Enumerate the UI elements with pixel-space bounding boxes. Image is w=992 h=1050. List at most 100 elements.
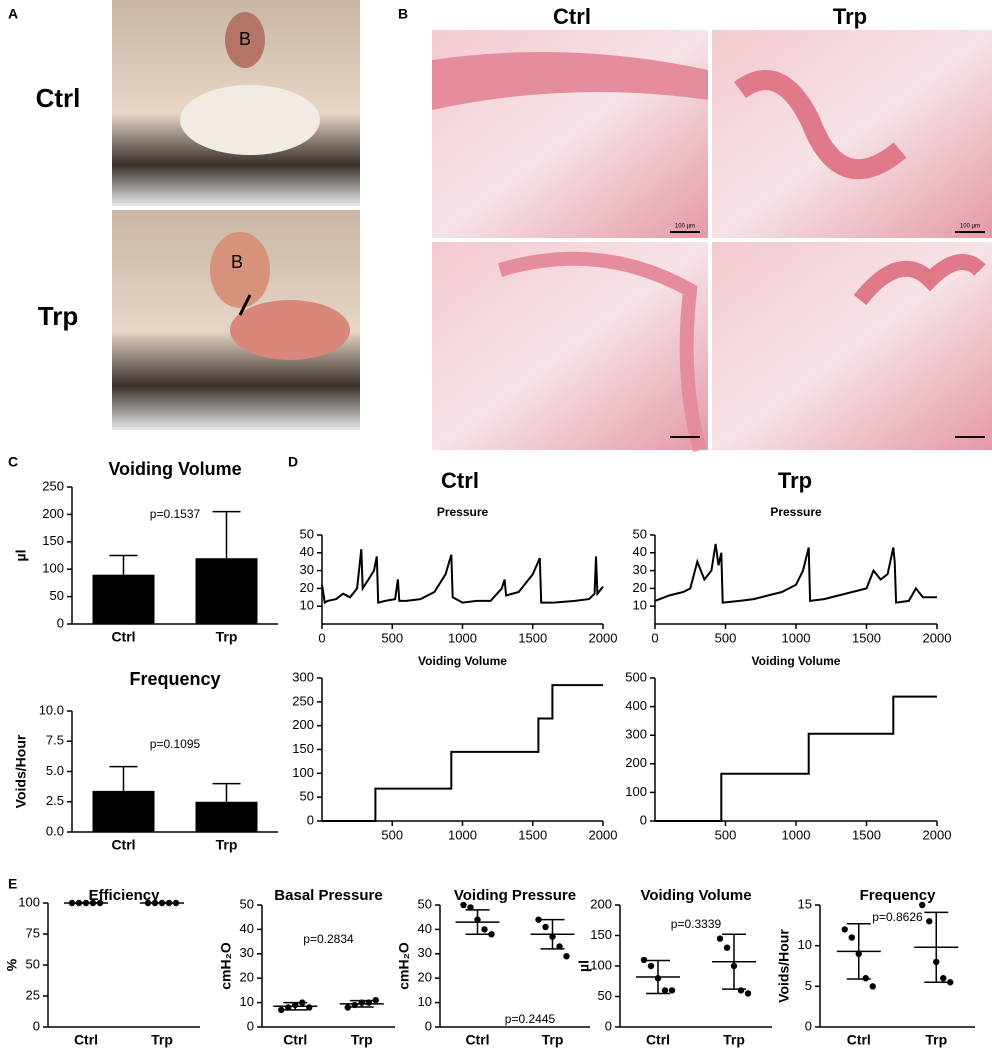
y-axis-label: Voids/Hour [776,929,792,1003]
x-tick-label: Trp [216,837,238,853]
y-tick-label: 20 [300,580,314,595]
sd-bar [283,1001,308,1011]
trace [322,684,603,822]
y-axis-label: µl [576,960,592,972]
data-point [848,934,855,941]
sd-bar [846,922,871,980]
y-tick-label: 5.0 [46,763,64,778]
row-label: Trp [38,301,78,331]
panel-label: D [288,454,298,470]
x-tick-label: 1000 [782,827,811,842]
data-point [535,916,542,923]
x-tick-label: 0 [318,630,325,645]
bar [92,574,155,624]
sd-bar [722,933,746,990]
histology-image [712,30,992,238]
data-point [723,944,731,951]
y-tick-label: 2.5 [46,793,64,808]
x-tick-label: Ctrl [111,629,135,645]
x-tick-label: 500 [715,630,737,645]
sd-bar [924,911,949,984]
y-tick-label: 200 [590,896,612,911]
x-tick-label: 1500 [852,827,881,842]
column-label: Trp [833,4,867,29]
y-axis-label: Voids/Hour [13,734,29,808]
trace [655,695,937,822]
error-bar [109,554,138,575]
y-tick-label: 100 [18,894,40,909]
chart-title: Voiding Volume [108,459,241,479]
sd-bar [465,909,490,936]
y-tick-label: 10 [633,598,647,613]
y-tick-label: 300 [292,669,314,684]
chart-title: Basal Pressure [274,887,382,904]
x-tick-label: Trp [925,1032,947,1048]
y-tick-label: 0 [425,1018,432,1033]
y-axis-label: cmH₂O [218,942,234,990]
x-tick-label: 0 [651,630,658,645]
y-tick-label: 10 [798,937,812,952]
y-axis-label: % [4,958,20,971]
y-tick-label: 40 [300,544,314,559]
data-point [481,926,488,933]
y-tick-label: 7.5 [46,733,64,748]
data-point [647,962,655,970]
chart-title: Voiding Pressure [454,887,576,904]
data-point [563,953,570,960]
scale-bar-label: 100 µm [675,224,695,230]
y-tick-label: 30 [240,945,254,960]
x-tick-label: 2000 [589,630,618,645]
group-label: Ctrl [441,468,479,493]
data-point [344,1004,351,1011]
bar [195,801,258,832]
panel-label: E [8,876,17,892]
x-tick-label: 2000 [923,630,952,645]
bar [92,790,155,832]
x-tick-label: 1500 [852,630,881,645]
y-tick-label: 50 [240,896,254,911]
y-tick-label: 100 [625,784,647,799]
y-tick-label: 10 [240,994,254,1009]
y-tick-label: 20 [633,580,647,595]
y-tick-label: 150 [42,533,64,548]
y-tick-label: 200 [625,755,647,770]
y-tick-label: 50 [300,789,314,804]
y-tick-label: 100 [292,765,314,780]
p-value: p=0.1095 [150,737,201,751]
group-label: Trp [778,468,812,493]
y-tick-label: 0.0 [46,823,64,838]
y-tick-label: 50 [50,588,64,603]
y-tick-label: 250 [42,478,64,493]
x-tick-label: Ctrl [283,1032,307,1048]
row-label: Ctrl [36,83,81,113]
y-tick-label: 10.0 [39,702,64,717]
trace [654,543,937,604]
x-tick-label: 500 [381,827,403,842]
y-tick-label: 10 [300,598,314,613]
x-tick-label: Trp [216,629,238,645]
x-tick-label: Trp [351,1032,373,1048]
y-axis-label: cmH₂O [396,942,412,990]
y-tick-label: 50 [633,526,647,541]
x-tick-label: 500 [715,827,737,842]
x-tick-label: Ctrl [74,1032,98,1048]
x-tick-label: 1500 [518,630,547,645]
error-bar [109,765,138,791]
arrow [238,294,252,316]
x-tick-label: 2000 [589,827,618,842]
x-tick-label: 500 [381,630,403,645]
panel-label: A [8,6,18,22]
data-point [744,990,752,997]
y-tick-label: 0 [640,812,647,827]
tissue [497,251,707,452]
data-point [488,931,495,938]
data-point [841,926,848,933]
y-tick-label: 0 [33,1018,40,1033]
y-tick-label: 200 [292,717,314,732]
tissue [180,85,320,155]
y-tick-label: 50 [598,988,612,1003]
y-tick-label: 150 [590,927,612,942]
bladder [210,232,270,308]
y-tick-label: 250 [292,693,314,708]
